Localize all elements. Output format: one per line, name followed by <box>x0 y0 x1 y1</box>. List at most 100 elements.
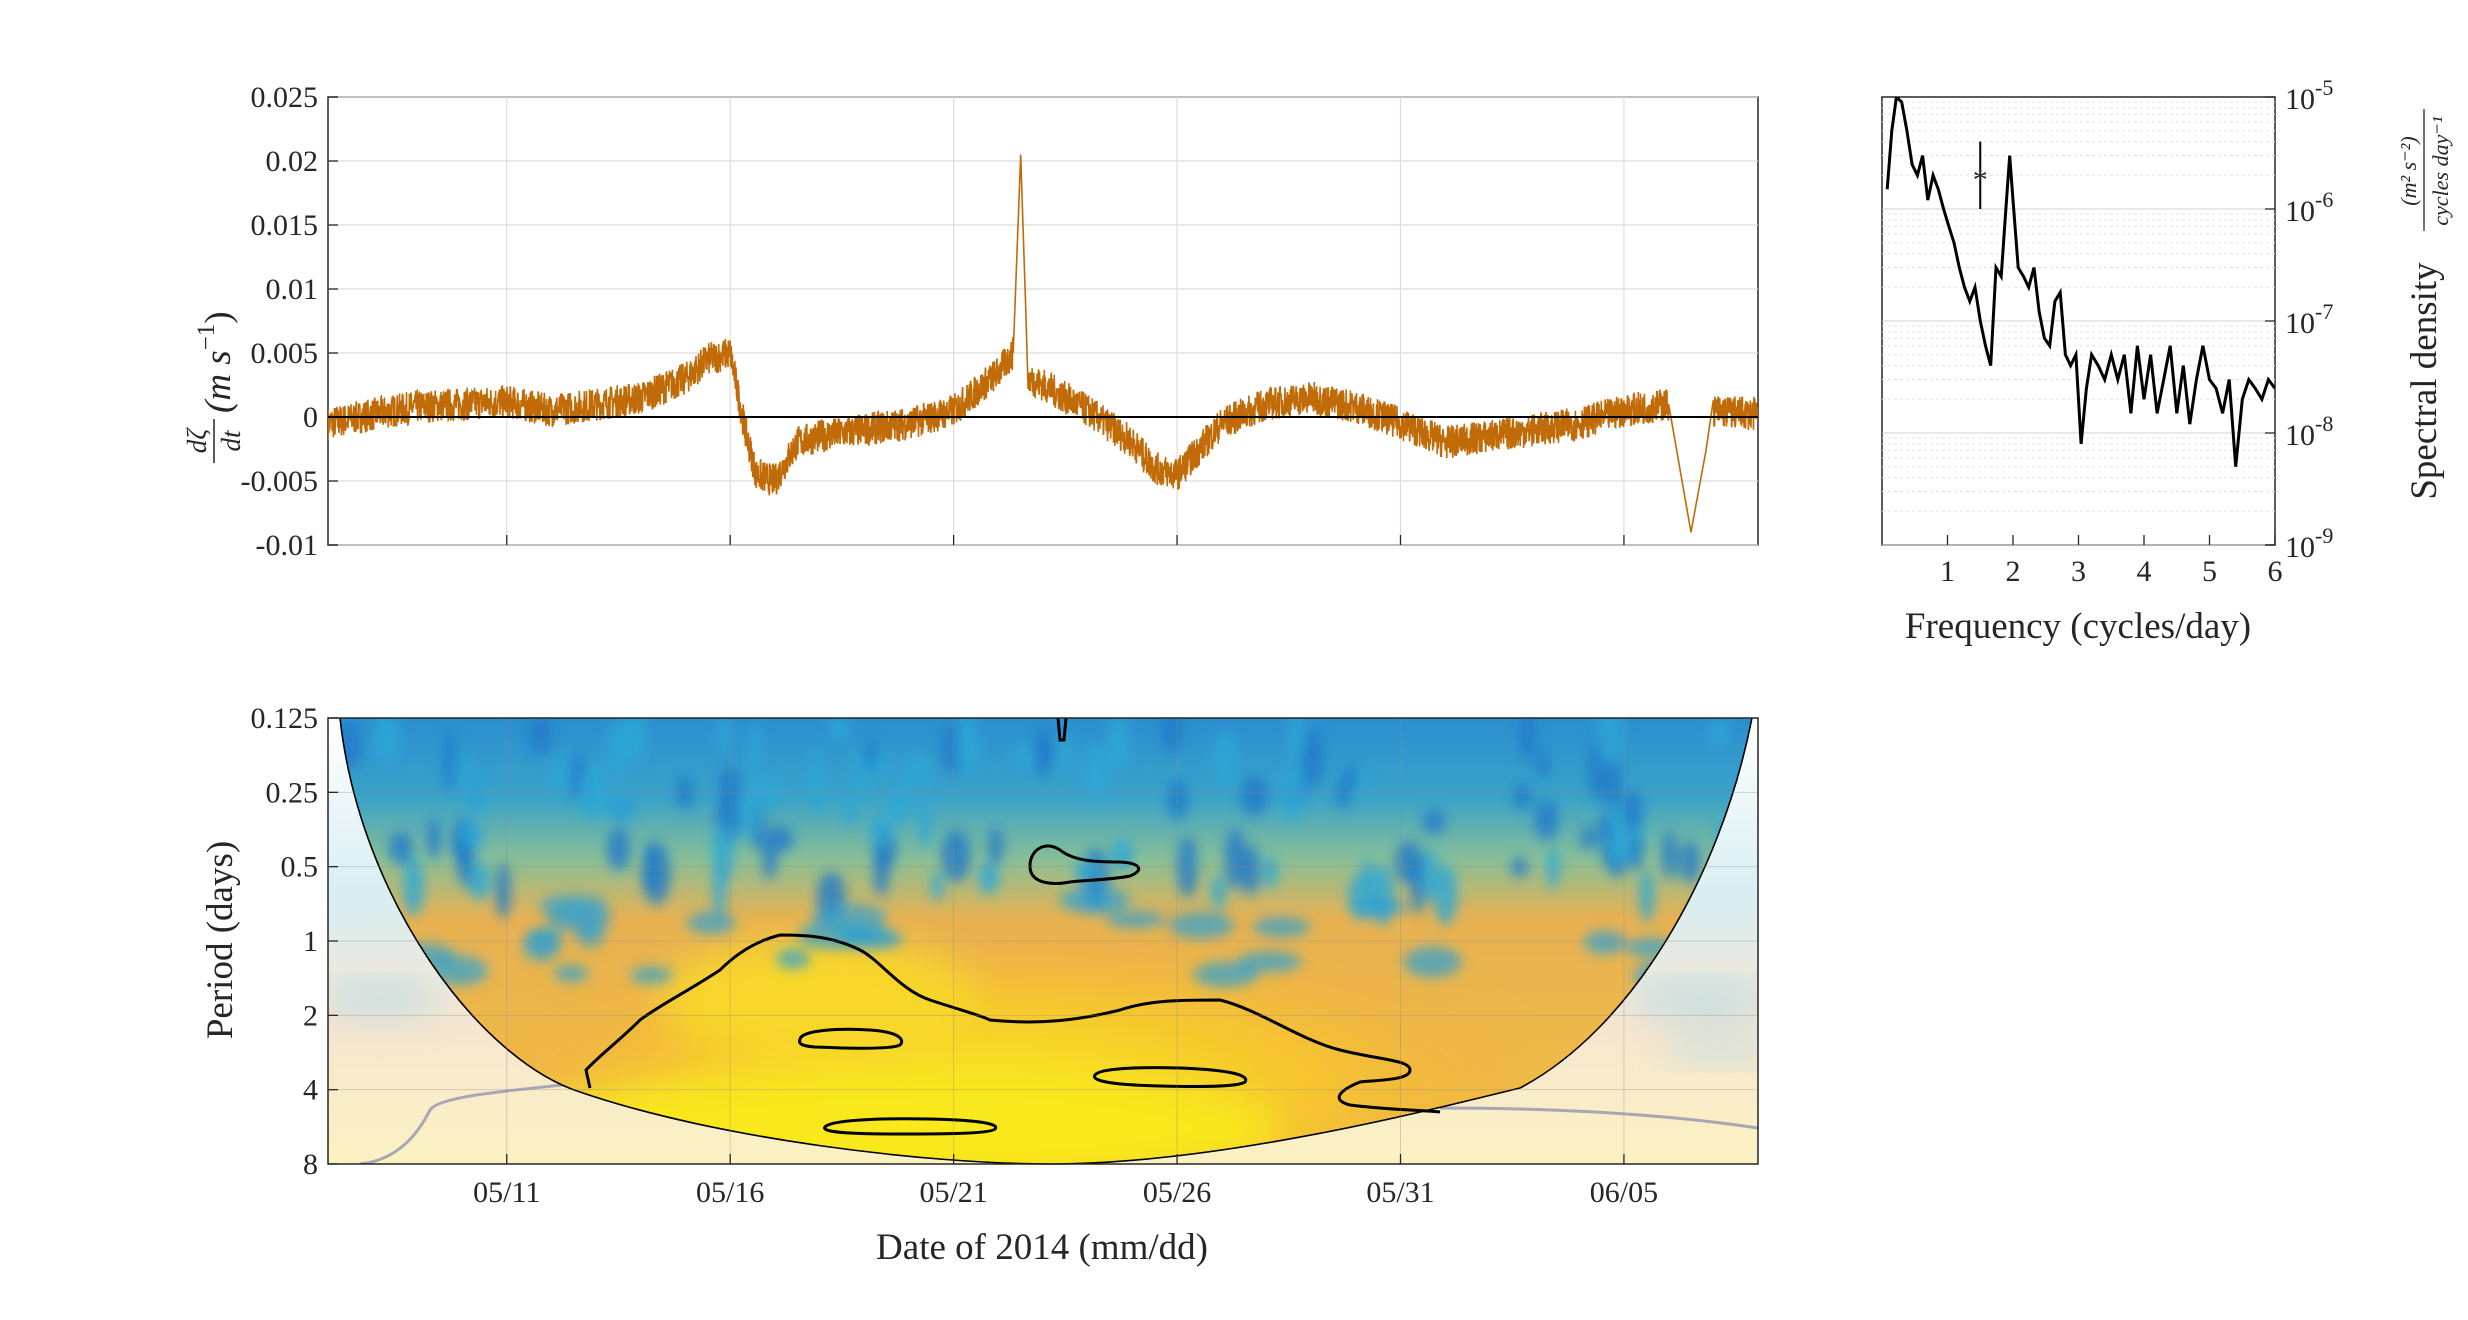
low-power-spot <box>1013 744 1034 771</box>
wavelet-panel: 0.125 0.25 0.5 1 2 4 8 05/11 05/16 05/21 05/26 05/3… <box>200 702 1759 1268</box>
low-power-spot <box>676 775 694 810</box>
spectrum-xtick-label: 4 <box>2137 555 2152 588</box>
confidence-marker: * <box>1973 141 1988 209</box>
low-power-spot <box>1602 752 1622 814</box>
low-power-spot <box>1583 930 1626 955</box>
spectrum-xtick-label: 2 <box>2006 555 2021 588</box>
low-power-spot <box>711 823 734 884</box>
wavelet-ytick-label: 8 <box>303 1148 318 1181</box>
low-power-spot <box>1252 916 1311 938</box>
low-power-spot <box>941 829 971 883</box>
spectrum-panel: 1 2 3 4 5 610-9 10-8 10-7 10-6 10-5 * Frequency (… <box>1881 75 2453 647</box>
low-power-spot <box>629 966 673 984</box>
timeseries-ytick-label: 0.02 <box>266 145 319 178</box>
wavelet-ytick-label: 0.25 <box>266 776 319 809</box>
low-power-spot <box>846 925 896 944</box>
low-power-spot <box>1353 899 1408 916</box>
spectrum-grid <box>1882 101 2275 546</box>
low-power-spot <box>551 752 573 798</box>
wavelet-ytick-label: 0.125 <box>251 702 319 735</box>
low-power-spot <box>959 718 974 766</box>
confidence-star: * <box>1973 163 1988 196</box>
coi-grey-line <box>359 1080 1758 1164</box>
wavelet-xtick-label: 05/31 <box>1366 1176 1434 1209</box>
low-power-spot <box>902 754 932 786</box>
low-power-spot <box>553 964 589 983</box>
low-power-spot <box>1213 732 1238 787</box>
spectrum-ytick-label: 10-7 <box>2285 299 2333 340</box>
spectrum-ylabel-unit-den: cycles day⁻¹ <box>2428 116 2453 225</box>
spectrum-xtick-label: 1 <box>1940 555 1955 588</box>
low-power-spot <box>1639 869 1655 924</box>
timeseries-ytick-label: 0.015 <box>251 209 319 242</box>
low-power-spot <box>1629 832 1643 872</box>
low-power-spot <box>528 718 553 756</box>
low-power-spot <box>1422 808 1446 835</box>
low-power-spot <box>1395 840 1423 885</box>
low-power-spot <box>1237 951 1302 973</box>
spectrum-ytick-label: 10-5 <box>2285 75 2333 116</box>
low-power-spot <box>718 766 742 810</box>
low-power-spot <box>1342 765 1358 791</box>
low-power-spot <box>1510 856 1528 878</box>
low-power-spot <box>749 721 762 780</box>
timeseries-ylabel: dζ dt (m s−1) <box>182 311 246 463</box>
low-power-spot <box>526 927 562 949</box>
low-power-spot <box>1224 828 1246 890</box>
low-power-spot <box>1534 798 1559 841</box>
low-power-spot <box>1161 718 1183 753</box>
low-power-spot <box>851 749 869 798</box>
ylabel-denominator: dt <box>216 429 246 452</box>
wavelet-xtick-label: 05/26 <box>1143 1176 1211 1209</box>
low-power-spot <box>1360 857 1374 886</box>
low-power-spot <box>1167 777 1189 820</box>
low-power-spot <box>888 784 912 824</box>
contour-small-mid <box>798 1027 904 1050</box>
low-power-spot <box>1596 718 1624 766</box>
low-power-spot <box>809 750 826 812</box>
timeseries-ytick-label: -0.01 <box>256 529 319 562</box>
low-power-spot <box>918 790 931 850</box>
spectrum-ytick-label: 10-6 <box>2285 187 2333 228</box>
spectrum-xtick-label: 5 <box>2202 555 2217 588</box>
low-power-spot <box>1610 839 1628 864</box>
low-power-spot <box>1512 783 1533 810</box>
wavelet-xtick-label: 06/05 <box>1590 1176 1658 1209</box>
contour-small-bottom <box>823 1117 998 1136</box>
low-power-spot <box>1168 912 1235 939</box>
low-power-spot <box>429 955 488 986</box>
spectrum-ytick-label: 10-9 <box>2285 523 2333 564</box>
spectrum-xtick-label: 6 <box>2268 555 2283 588</box>
low-power-spot <box>373 718 401 763</box>
low-power-spot <box>1073 859 1103 881</box>
low-power-spot <box>873 848 890 897</box>
low-power-spot <box>1106 736 1129 771</box>
spectrum-ylabel-text: Spectral density <box>2404 262 2445 500</box>
low-power-spot <box>1299 729 1324 788</box>
low-power-spot <box>459 818 484 850</box>
low-power-spot <box>841 799 858 825</box>
low-power-spot <box>1177 835 1198 898</box>
wavelet-ticks: 0.125 0.25 0.5 1 2 4 8 05/11 05/16 05/21 05/26 05/3… <box>251 702 1659 1209</box>
low-power-spot <box>988 826 1004 866</box>
low-power-spot <box>1622 788 1644 832</box>
low-power-spot <box>1421 847 1439 900</box>
low-power-spot <box>930 871 944 901</box>
spectrum-xtick-label: 3 <box>2071 555 2086 588</box>
low-power-spot <box>868 814 895 846</box>
low-power-spot <box>1240 775 1269 816</box>
spectrum-line <box>1885 97 2275 467</box>
low-power-spot <box>606 721 630 777</box>
low-power-spot <box>1263 855 1278 889</box>
low-power-spot <box>1519 718 1537 761</box>
timeseries-yticks: -0.01 -0.005 0 0.005 0.01 0.015 0.02 0.025 <box>241 81 338 562</box>
spectrum-xlabel: Frequency (cycles/day) <box>1905 606 2251 647</box>
low-power-spot <box>467 860 492 900</box>
low-power-spot <box>402 856 424 917</box>
low-power-spot <box>757 778 785 808</box>
low-power-spot <box>1403 946 1462 978</box>
wavelet-ytick-label: 1 <box>303 925 318 958</box>
wavelet-ylabel: Period (days) <box>200 841 241 1039</box>
low-power-spot <box>717 718 730 754</box>
